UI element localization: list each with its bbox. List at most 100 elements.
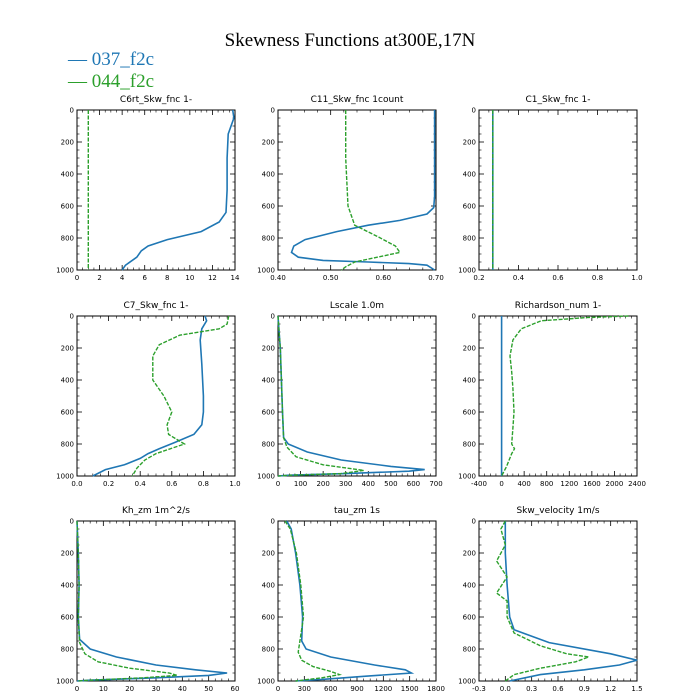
x-tick-label: 4 xyxy=(120,274,125,282)
x-tick-label: 0.6 xyxy=(552,274,564,282)
y-tick-label: 600 xyxy=(61,203,74,211)
y-tick-label: 200 xyxy=(463,345,476,353)
y-tick-label: 200 xyxy=(262,139,275,147)
x-tick-label: 200 xyxy=(316,480,329,488)
x-tick-label: 2400 xyxy=(628,480,646,488)
panel-title: C11_Skw_fnc 1count xyxy=(311,95,404,105)
x-tick-label: 0.6 xyxy=(552,685,564,693)
x-tick-label: 2 xyxy=(97,274,101,282)
y-tick-label: 600 xyxy=(262,409,275,417)
y-tick-label: 200 xyxy=(61,550,74,558)
x-tick-label: 6 xyxy=(142,274,147,282)
x-tick-label: 1.2 xyxy=(605,685,616,693)
x-tick-label: 0.3 xyxy=(526,685,537,693)
x-tick-label: 0 xyxy=(276,480,280,488)
y-tick-label: 0 xyxy=(271,518,275,526)
y-tick-label: 600 xyxy=(262,614,275,622)
series-line-037_f2c xyxy=(92,315,208,477)
series-line-044_f2c xyxy=(340,110,402,271)
y-tick-label: 600 xyxy=(463,203,476,211)
x-tick-label: 400 xyxy=(362,480,375,488)
panel-5: Lscale 1.0m 0 100 200 300 400 500 600 700 0 200 400… xyxy=(257,301,443,488)
panel-4: C7_Skw_fnc 1- 0.0 0.2 0.4 0.6 0.8 1.0 0 200 400 60… xyxy=(56,301,240,488)
y-tick-label: 1000 xyxy=(56,678,74,686)
x-tick-label: 1.5 xyxy=(631,685,642,693)
x-tick-label: 0.70 xyxy=(428,274,444,282)
y-tick-label: 1000 xyxy=(458,267,476,275)
y-tick-label: 800 xyxy=(262,441,275,449)
panel-2: C11_Skw_fnc 1count 0.40 0.50 0.60 0.70 0 200 40… xyxy=(257,95,444,282)
y-tick-label: 400 xyxy=(262,171,275,179)
y-tick-label: 200 xyxy=(262,345,275,353)
y-tick-label: 600 xyxy=(463,409,476,417)
panel-9: Skw_velocity 1m/s -0.3 0.0 0.3 0.6 0.9 1.2 1.5 0… xyxy=(458,506,642,693)
series-line-044_f2c xyxy=(277,315,364,477)
x-tick-label: 400 xyxy=(517,480,530,488)
x-tick-label: 1600 xyxy=(583,480,601,488)
y-tick-label: 0 xyxy=(70,107,74,115)
y-tick-label: 800 xyxy=(61,235,74,243)
panel-title: Lscale 1.0m xyxy=(330,301,384,311)
y-tick-label: 1000 xyxy=(56,267,74,275)
x-tick-label: 0.9 xyxy=(579,685,590,693)
panel-6: Richardson_num 1--400 0 400 800 1200 1600 2000… xyxy=(458,301,646,488)
x-tick-label: 50 xyxy=(204,685,213,693)
y-tick-label: 600 xyxy=(61,409,74,417)
x-tick-label: 8 xyxy=(165,274,169,282)
x-tick-label: 300 xyxy=(298,685,311,693)
x-tick-label: 0.2 xyxy=(473,274,484,282)
series-line-044_f2c xyxy=(284,520,343,682)
y-tick-label: 0 xyxy=(271,313,275,321)
y-tick-label: 400 xyxy=(61,377,74,385)
y-tick-label: 800 xyxy=(463,235,476,243)
x-tick-label: 0.2 xyxy=(103,480,114,488)
x-tick-label: 0 xyxy=(75,274,79,282)
y-tick-label: 400 xyxy=(61,171,74,179)
x-tick-label: 14 xyxy=(231,274,240,282)
x-tick-label: 1500 xyxy=(401,685,419,693)
x-tick-label: 700 xyxy=(429,480,442,488)
series-line-044_f2c xyxy=(495,520,589,682)
x-tick-label: 300 xyxy=(339,480,352,488)
panel-title: Skw_velocity 1m/s xyxy=(516,506,599,516)
y-tick-label: 400 xyxy=(262,582,275,590)
legend-entry-037: — 037_f2c xyxy=(68,49,155,70)
series-line-044_f2c xyxy=(131,315,230,477)
x-tick-label: 500 xyxy=(384,480,397,488)
y-tick-label: 200 xyxy=(463,550,476,558)
plot-frame xyxy=(478,520,638,682)
y-tick-label: 800 xyxy=(262,646,275,654)
x-tick-label: 0.50 xyxy=(323,274,339,282)
x-tick-label: 0.4 xyxy=(135,480,147,488)
y-tick-label: 1000 xyxy=(257,267,275,275)
x-tick-label: 10 xyxy=(185,274,194,282)
series-line-037_f2c xyxy=(504,521,638,682)
y-tick-label: 0 xyxy=(472,518,476,526)
x-tick-label: 20 xyxy=(125,685,134,693)
x-tick-label: 0.0 xyxy=(71,480,82,488)
x-tick-label: 0 xyxy=(75,685,79,693)
panel-title: tau_zm 1s xyxy=(334,506,380,516)
x-tick-label: 900 xyxy=(350,685,363,693)
x-tick-label: 1200 xyxy=(560,480,578,488)
panel-title: C1_Skw_fnc 1- xyxy=(526,95,591,105)
series-line-044_f2c xyxy=(500,315,629,477)
figure-title: Skewness Functions at300E,17N xyxy=(224,30,476,51)
x-tick-label: 0 xyxy=(499,480,503,488)
y-tick-label: 1000 xyxy=(458,473,476,481)
x-tick-label: 0.8 xyxy=(198,480,209,488)
x-tick-label: 10 xyxy=(99,685,108,693)
y-tick-label: 0 xyxy=(271,107,275,115)
y-tick-label: 200 xyxy=(61,139,74,147)
y-tick-label: 0 xyxy=(472,107,476,115)
y-tick-label: 400 xyxy=(262,377,275,385)
x-tick-label: 0.4 xyxy=(513,274,525,282)
x-tick-label: 40 xyxy=(178,685,187,693)
x-tick-label: -0.3 xyxy=(472,685,486,693)
plot-frame xyxy=(478,315,638,477)
panel-7: Kh_zm 1m^2/s0 10 20 30 40 50 60020040060080010… xyxy=(56,506,239,693)
y-tick-label: 800 xyxy=(463,441,476,449)
y-tick-label: 1000 xyxy=(56,473,74,481)
y-tick-label: 1000 xyxy=(257,473,275,481)
